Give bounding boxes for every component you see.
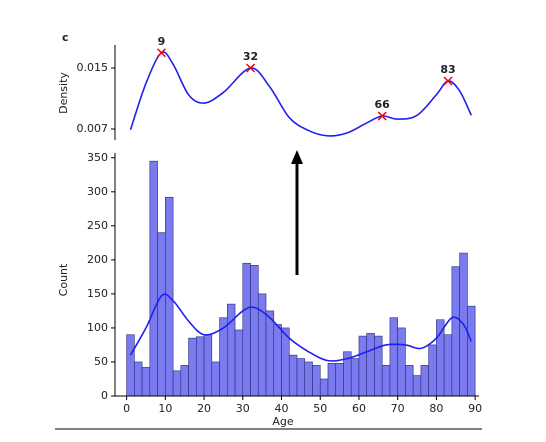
panel-label: c [62,31,69,44]
bar [443,334,453,397]
x-tick-label: 50 [313,402,327,415]
bar [436,319,445,397]
y-tick-label: 100 [87,321,108,334]
bar [126,334,135,397]
bar [374,335,383,397]
bar [397,327,406,397]
bar [350,358,360,397]
x-tick-label: 30 [236,402,250,415]
arrow-head [291,150,303,164]
bar [250,265,259,397]
y-axis-label: Density [57,72,70,114]
x-axis-label: Age [272,415,294,428]
bar [141,367,151,397]
density-line [129,51,472,137]
y-tick-label: 350 [87,151,108,164]
peak-label: 32 [243,50,258,63]
bar [211,361,220,397]
bar [234,329,244,397]
y-tick-label: 0.015 [77,61,109,74]
peak-label: 9 [158,35,166,48]
bar [381,365,391,397]
y-tick-label: 50 [94,355,108,368]
bar [467,305,476,397]
kde-line [129,293,472,362]
x-tick-label: 20 [197,402,211,415]
y-tick-label: 250 [87,219,108,232]
peak-marker [246,63,256,73]
bar [312,365,321,397]
bar [242,262,251,397]
x-tick-label: 90 [468,402,482,415]
bar [296,358,306,397]
bar [265,310,275,397]
bar [358,335,368,397]
bar [188,337,197,397]
bar [157,232,166,397]
bar [180,365,189,397]
y-axis-label: Count [57,263,70,296]
bar [304,361,313,397]
x-tick-label: 60 [352,402,366,415]
bar [335,363,344,397]
bar [288,354,298,397]
bar [327,363,337,397]
peak-marker [156,48,166,58]
bar [412,375,422,397]
bar [319,378,329,397]
bar [405,365,414,397]
bar [273,324,282,397]
peak-marker [443,76,453,86]
y-tick-label: 0.007 [77,122,109,135]
y-tick-label: 0 [101,389,108,402]
x-tick-label: 70 [391,402,405,415]
bar [389,317,398,397]
bar [149,160,158,397]
y-tick-label: 150 [87,287,108,300]
peak-label: 83 [440,63,455,76]
bar [428,344,437,397]
x-tick-label: 0 [123,402,130,415]
y-tick-label: 300 [87,185,108,198]
y-tick-label: 200 [87,253,108,266]
bar [420,365,429,397]
bar [203,334,213,397]
x-tick-label: 80 [429,402,443,415]
bar [451,266,460,397]
x-tick-label: 40 [275,402,289,415]
bar [196,336,205,397]
bar [172,370,182,397]
bar [366,333,375,397]
peak-label: 66 [375,98,391,111]
x-tick-label: 10 [158,402,172,415]
bar [134,361,143,397]
peak-marker [377,111,387,121]
